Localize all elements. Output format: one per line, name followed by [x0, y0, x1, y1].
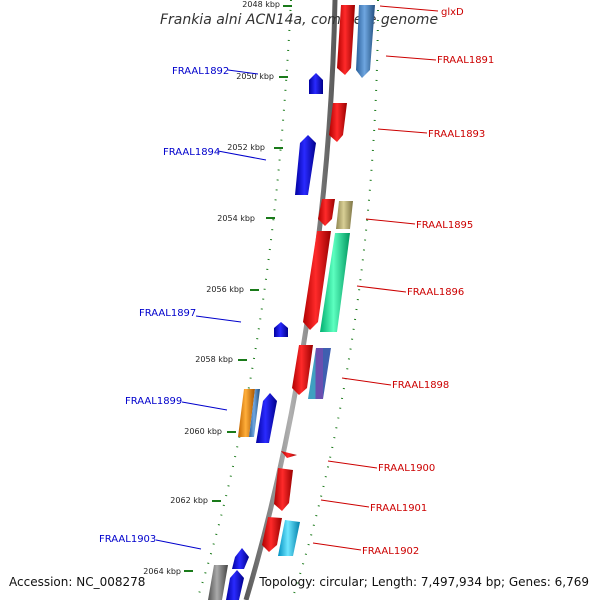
gene-feature-glxd[interactable]: [356, 5, 375, 78]
gene-label-glxd[interactable]: glxD: [441, 7, 464, 18]
gene-label-fraal1892[interactable]: FRAAL1892: [172, 66, 229, 77]
gene-feature-fraal1891[interactable]: [337, 5, 355, 75]
accession-text: Accession: NC_008278: [9, 575, 145, 589]
gene-feature-fraal1895-a[interactable]: [318, 199, 335, 226]
gene-feature-fraal1899-b[interactable]: [249, 389, 260, 437]
topology-text: Topology: circular; Length: 7,497,934 bp…: [258, 575, 589, 589]
leader-fraal1898: [341, 377, 392, 386]
gene-feature-fraal1899-a[interactable]: [238, 389, 255, 437]
gene-feature-fraal1899-c[interactable]: [256, 393, 277, 443]
gene-feature-fraal1896-b[interactable]: [320, 233, 350, 332]
gene-label-fraal1894[interactable]: FRAAL1894: [163, 147, 220, 158]
gene-label-fraal1891[interactable]: FRAAL1891: [437, 55, 494, 66]
gene-label-fraal1896[interactable]: FRAAL1896: [407, 287, 464, 298]
leader-fraal1896: [356, 285, 407, 293]
gene-feature-fraal1893[interactable]: [329, 103, 347, 142]
kbp-tick-label: 2048 kbp: [242, 0, 280, 9]
gene-label-fraal1898[interactable]: FRAAL1898: [392, 380, 449, 391]
gene-feature-fraal1892[interactable]: [309, 73, 323, 94]
gene-feature-fraal1897[interactable]: [274, 322, 288, 337]
gene-feature-fraal1895-b[interactable]: [336, 201, 353, 229]
leader-fraal1891: [385, 55, 437, 61]
gene-label-fraal1903[interactable]: FRAAL1903: [99, 534, 156, 545]
leader-fraal1894: [217, 150, 267, 161]
leader-glxd: [379, 5, 439, 12]
leader-fraal1893: [377, 128, 428, 134]
gene-label-fraal1900[interactable]: FRAAL1900: [378, 463, 435, 474]
leader-fraal1897: [195, 315, 242, 323]
kbp-tick-label: 2050 kbp: [236, 72, 274, 81]
gene-feature-fraal1896-a[interactable]: [303, 231, 331, 330]
kbp-scale: 2048 kbp 2050 kbp 2052 kbp 2054 kbp 2056…: [143, 0, 292, 576]
forward-strand-features: [208, 73, 323, 600]
gene-feature-gray[interactable]: [208, 565, 228, 600]
gene-label-fraal1901[interactable]: FRAAL1901: [370, 503, 427, 514]
kbp-tick-label: 2060 kbp: [184, 427, 222, 436]
leader-fraal1899: [181, 401, 228, 411]
leader-fraal1903: [155, 539, 202, 550]
gene-label-fraal1895[interactable]: FRAAL1895: [416, 220, 473, 231]
reverse-strand-features: [262, 5, 375, 556]
leader-fraal1900: [327, 460, 378, 469]
gene-feature-fraal1903[interactable]: [232, 548, 249, 569]
gene-label-fraal1893[interactable]: FRAAL1893: [428, 129, 485, 140]
gene-feature-fraal1902-a[interactable]: [262, 517, 282, 552]
gene-feature-fraal1901[interactable]: [274, 468, 293, 511]
genome-title: Frankia alni ACN14a, complete genome: [160, 12, 438, 28]
gene-label-fraal1897[interactable]: FRAAL1897: [139, 308, 196, 319]
kbp-tick-label: 2056 kbp: [206, 285, 244, 294]
kbp-tick-label: 2052 kbp: [227, 143, 265, 152]
kbp-tick-label: 2054 kbp: [217, 214, 255, 223]
kbp-tick-label: 2064 kbp: [143, 567, 181, 576]
gene-label-fraal1899[interactable]: FRAAL1899: [125, 396, 182, 407]
gene-feature-fraal1903-b[interactable]: [226, 570, 244, 600]
kbp-tick-label: 2058 kbp: [195, 355, 233, 364]
label-leaders: [155, 5, 439, 551]
gene-feature-fraal1902-b[interactable]: [278, 520, 300, 556]
gene-labels: glxD FRAAL1891 FRAAL1892 FRAAL1893 FRAAL…: [99, 7, 494, 557]
gene-feature-fraal1898-a[interactable]: [292, 345, 313, 395]
gene-feature-fraal1898-b[interactable]: [308, 348, 331, 399]
inner-tick-ring: [196, 0, 292, 600]
leader-fraal1892: [227, 69, 259, 75]
gene-feature-fraal1900[interactable]: [281, 451, 297, 458]
gene-label-fraal1902[interactable]: FRAAL1902: [362, 546, 419, 557]
leader-fraal1901: [320, 499, 370, 508]
kbp-tick-label: 2062 kbp: [170, 496, 208, 505]
leader-fraal1902: [312, 542, 362, 551]
leader-fraal1895: [365, 218, 416, 225]
gene-feature-fraal1894[interactable]: [295, 135, 316, 195]
